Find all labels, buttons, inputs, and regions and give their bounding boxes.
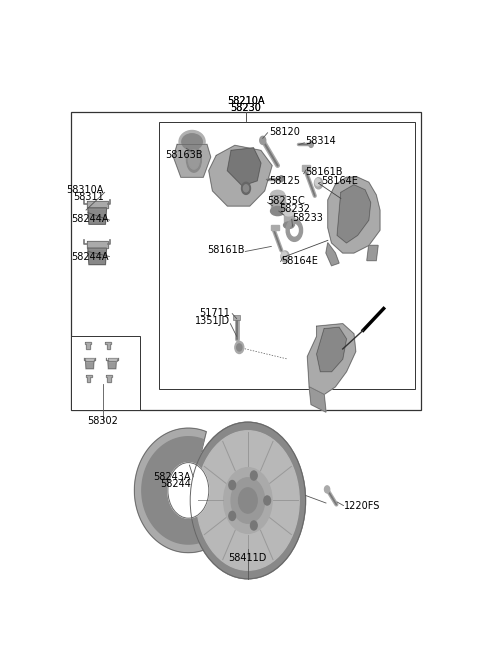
Circle shape (168, 462, 209, 518)
Text: 58210A: 58210A (227, 96, 265, 106)
Bar (71, 112, 421, 409)
Polygon shape (173, 144, 211, 177)
Text: 51711: 51711 (199, 308, 230, 318)
Text: 58244A: 58244A (72, 251, 109, 262)
Circle shape (224, 468, 272, 533)
Text: 58161B: 58161B (305, 167, 342, 177)
Polygon shape (309, 387, 326, 412)
Circle shape (196, 431, 299, 570)
Circle shape (251, 471, 257, 480)
Ellipse shape (271, 190, 285, 199)
Text: 58310A: 58310A (67, 185, 104, 195)
Circle shape (264, 496, 271, 505)
Polygon shape (88, 248, 107, 264)
Text: 58230: 58230 (230, 102, 262, 113)
Polygon shape (209, 146, 272, 206)
Circle shape (237, 344, 242, 351)
Text: 1351JD: 1351JD (195, 316, 230, 326)
Ellipse shape (284, 209, 294, 216)
Text: 58243A: 58243A (154, 472, 191, 482)
Polygon shape (142, 437, 235, 544)
Polygon shape (134, 428, 242, 552)
Bar (233, 315, 240, 319)
Text: 58125: 58125 (269, 176, 300, 186)
Polygon shape (85, 358, 94, 361)
Ellipse shape (186, 147, 202, 172)
Circle shape (314, 178, 323, 189)
Text: 58311: 58311 (73, 192, 104, 202)
Polygon shape (108, 358, 117, 361)
Circle shape (239, 488, 257, 513)
Circle shape (235, 341, 244, 354)
Circle shape (315, 178, 321, 186)
Circle shape (231, 478, 264, 523)
Bar (71, 337, 140, 409)
Ellipse shape (188, 150, 200, 169)
Circle shape (229, 512, 236, 520)
Ellipse shape (179, 131, 205, 154)
Circle shape (281, 251, 289, 262)
Bar (271, 225, 279, 230)
Polygon shape (228, 148, 261, 186)
Text: 58163B: 58163B (165, 150, 203, 161)
Circle shape (251, 521, 257, 530)
Text: 58230: 58230 (230, 102, 262, 113)
Bar (302, 165, 310, 171)
Polygon shape (326, 243, 339, 266)
Text: 58302: 58302 (87, 416, 118, 426)
Text: 58164E: 58164E (321, 176, 358, 186)
Bar (284, 213, 294, 225)
Text: 58411D: 58411D (228, 552, 267, 563)
Text: 58120: 58120 (269, 127, 300, 136)
Polygon shape (87, 241, 108, 248)
Text: 58235C: 58235C (267, 196, 305, 206)
Polygon shape (328, 177, 380, 253)
Polygon shape (85, 342, 91, 349)
Text: 58314: 58314 (305, 136, 336, 146)
Polygon shape (88, 207, 107, 224)
Circle shape (229, 480, 236, 489)
Text: 58161B: 58161B (207, 245, 245, 255)
Polygon shape (85, 361, 94, 369)
Circle shape (309, 141, 313, 148)
Polygon shape (108, 361, 116, 369)
Polygon shape (337, 185, 371, 243)
Text: 1220FS: 1220FS (344, 501, 380, 510)
Polygon shape (317, 327, 347, 372)
Ellipse shape (182, 134, 202, 150)
Circle shape (282, 252, 287, 259)
Text: 58210A: 58210A (227, 96, 265, 106)
Bar (271, 195, 285, 211)
Circle shape (243, 185, 249, 192)
Polygon shape (367, 245, 378, 260)
Circle shape (260, 136, 266, 144)
Text: 58232: 58232 (279, 204, 311, 214)
Text: 58244A: 58244A (72, 214, 109, 224)
Bar (158, 121, 415, 390)
Text: 58244: 58244 (160, 480, 191, 489)
Polygon shape (87, 201, 108, 207)
Polygon shape (105, 342, 111, 349)
Ellipse shape (271, 207, 285, 216)
Polygon shape (85, 375, 92, 382)
Polygon shape (307, 323, 356, 394)
Circle shape (324, 486, 330, 493)
Circle shape (190, 422, 305, 579)
Text: 58233: 58233 (292, 213, 323, 222)
Polygon shape (106, 375, 112, 382)
Circle shape (241, 182, 251, 194)
Ellipse shape (284, 222, 294, 228)
Circle shape (279, 176, 284, 182)
Text: 58164E: 58164E (281, 256, 318, 266)
